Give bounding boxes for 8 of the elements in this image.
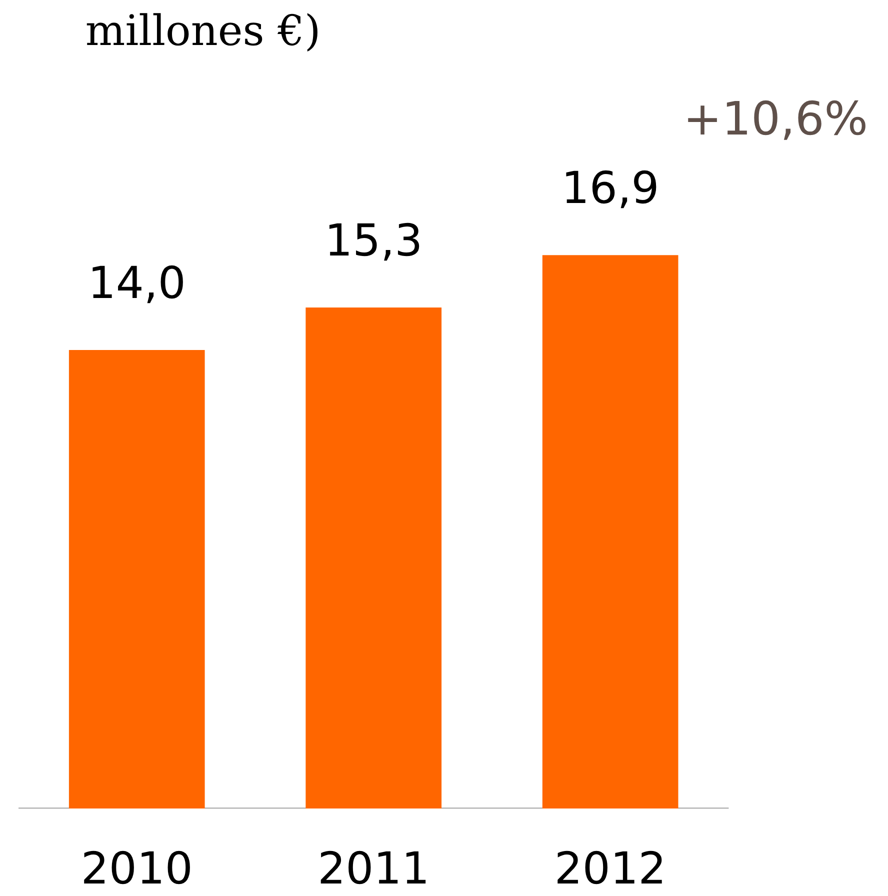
- x-tick-label: 2010: [80, 844, 193, 894]
- x-tick-label: 2011: [318, 844, 430, 894]
- text: +10,6%: [683, 92, 868, 146]
- x-tick-label: 2012: [554, 844, 666, 894]
- data-label: 16,9: [561, 163, 660, 214]
- chart-title: millones €): [85, 6, 321, 55]
- data-label: 15,3: [324, 215, 423, 266]
- data-label: 14,0: [88, 258, 186, 310]
